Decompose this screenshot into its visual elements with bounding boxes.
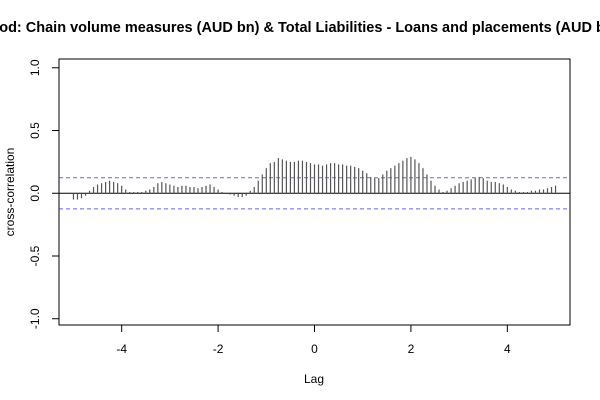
y-tick-label: 0.0 xyxy=(28,185,42,202)
x-axis: -4 -2 0 2 4 xyxy=(116,324,511,356)
x-tick-label: -2 xyxy=(213,342,224,356)
y-tick-label: -0.5 xyxy=(28,245,42,266)
x-axis-label: Lag xyxy=(304,372,324,386)
x-tick-label: 4 xyxy=(504,342,511,356)
y-tick-label: -1.0 xyxy=(28,308,42,329)
y-tick-label: 1.0 xyxy=(28,59,42,76)
x-tick-label: 2 xyxy=(408,342,415,356)
y-axis: -1.0 -0.5 0.0 0.5 1.0 xyxy=(28,59,60,329)
ccf-bars xyxy=(72,156,557,200)
y-tick-label: 0.5 xyxy=(28,122,42,139)
chart-title: Food: Chain volume measures (AUD bn) & T… xyxy=(0,20,600,36)
x-tick-label: -4 xyxy=(116,342,127,356)
y-axis-label: cross-correlation xyxy=(3,148,17,237)
x-tick-label: 0 xyxy=(311,342,318,356)
